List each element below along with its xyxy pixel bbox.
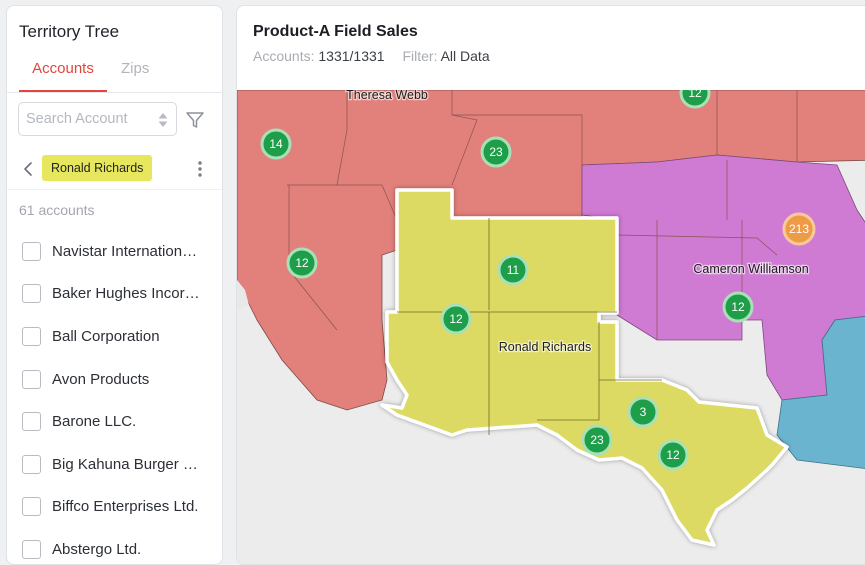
svg-text:12: 12 — [731, 300, 745, 314]
tab-accounts[interactable]: Accounts — [19, 60, 107, 92]
svg-text:23: 23 — [590, 433, 604, 447]
list-item[interactable]: Navistar International Corporation — [19, 230, 222, 273]
territory-map[interactable]: Theresa Webb Cameron Williamson Ronald R… — [237, 90, 865, 564]
svg-text:23: 23 — [489, 145, 503, 159]
map-cluster[interactable]: 14 — [260, 128, 292, 160]
account-name: Biffco Enterprises Ltd. — [52, 498, 199, 516]
svg-text:12: 12 — [666, 448, 680, 462]
svg-text:12: 12 — [449, 312, 463, 326]
region-label-cameron-williamson: Cameron Williamson — [693, 262, 808, 276]
map-cluster[interactable]: 3 — [627, 396, 659, 428]
list-item[interactable]: Abstergo Ltd. — [19, 528, 222, 564]
map-cluster[interactable]: 12 — [679, 90, 711, 109]
account-name: Barone LLC. — [52, 413, 137, 431]
svg-text:12: 12 — [295, 256, 309, 270]
map-cluster[interactable]: 11 — [497, 254, 529, 286]
checkbox[interactable] — [22, 497, 41, 517]
checkbox[interactable] — [22, 241, 41, 261]
territory-chip[interactable]: Ronald Richards — [42, 155, 153, 181]
account-count: 61 accounts — [19, 202, 95, 218]
checkbox[interactable] — [22, 539, 41, 559]
filter-icon[interactable] — [185, 110, 205, 130]
map-cluster[interactable]: 23 — [480, 136, 512, 168]
coast-water — [237, 280, 249, 310]
accounts-label: Accounts: — [253, 48, 315, 64]
svg-text:11: 11 — [507, 263, 520, 277]
filter-value: All Data — [440, 48, 490, 64]
divider — [7, 92, 222, 93]
svg-text:14: 14 — [269, 137, 283, 151]
accounts-value: 1331/1331 — [318, 48, 385, 64]
map-cluster[interactable]: 12 — [657, 439, 689, 471]
account-name: Abstergo Ltd. — [52, 540, 142, 558]
region-label-ronald-richards: Ronald Richards — [499, 340, 591, 354]
state-borders — [287, 90, 798, 340]
list-item[interactable]: Avon Products — [19, 358, 222, 401]
tab-zips[interactable]: Zips — [121, 60, 150, 77]
list-item[interactable]: Barone LLC. — [19, 400, 222, 443]
search-input[interactable] — [19, 103, 147, 135]
checkbox[interactable] — [22, 284, 41, 304]
list-item[interactable]: Big Kahuna Burger Ltd. — [19, 443, 222, 486]
list-item[interactable]: Baker Hughes Incorporated — [19, 273, 222, 316]
territory-blue[interactable] — [776, 315, 865, 470]
account-list: Navistar International Corporation Baker… — [19, 230, 222, 564]
page-title: Product-A Field Sales — [253, 23, 418, 40]
map-cluster[interactable]: 213 — [782, 212, 816, 246]
territory-tree-panel: Territory Tree Accounts Zips Ronald Rich… — [6, 5, 223, 565]
list-item[interactable]: Ball Corporation — [19, 315, 222, 358]
breadcrumb: Ronald Richards — [7, 152, 222, 188]
checkbox[interactable] — [22, 369, 41, 389]
checkbox[interactable] — [22, 412, 41, 432]
sort-arrows-icon[interactable] — [157, 112, 169, 128]
map-panel: Product-A Field Sales Accounts: 1331/133… — [236, 5, 865, 565]
account-name: Ball Corporation — [52, 327, 160, 345]
divider — [7, 189, 222, 190]
list-item[interactable]: Biffco Enterprises Ltd. — [19, 486, 222, 529]
search-account-field[interactable] — [18, 102, 177, 136]
state-borders — [397, 218, 662, 435]
account-name: Big Kahuna Burger Ltd. — [52, 455, 202, 473]
map-cluster[interactable]: 12 — [722, 291, 754, 323]
more-options-icon[interactable] — [197, 160, 203, 178]
checkbox[interactable] — [22, 454, 41, 474]
account-name: Baker Hughes Incorporated — [52, 285, 202, 303]
tab-bar: Accounts Zips — [19, 58, 222, 92]
checkbox[interactable] — [22, 326, 41, 346]
chevron-left-icon[interactable] — [23, 161, 33, 177]
map-cluster[interactable]: 12 — [286, 247, 318, 279]
svg-text:3: 3 — [640, 405, 647, 419]
map-cluster[interactable]: 23 — [581, 424, 613, 456]
account-name: Avon Products — [52, 370, 150, 388]
account-name: Navistar International Corporation — [52, 242, 202, 260]
filter-label: Filter: — [402, 48, 438, 64]
map-cluster[interactable]: 12 — [440, 303, 472, 335]
svg-text:213: 213 — [789, 222, 809, 236]
region-label-theresa-webb: Theresa Webb — [346, 90, 428, 102]
panel-title: Territory Tree — [19, 22, 120, 41]
summary-line: Accounts: 1331/1331 Filter: All Data — [253, 48, 504, 64]
svg-text:12: 12 — [688, 90, 702, 100]
